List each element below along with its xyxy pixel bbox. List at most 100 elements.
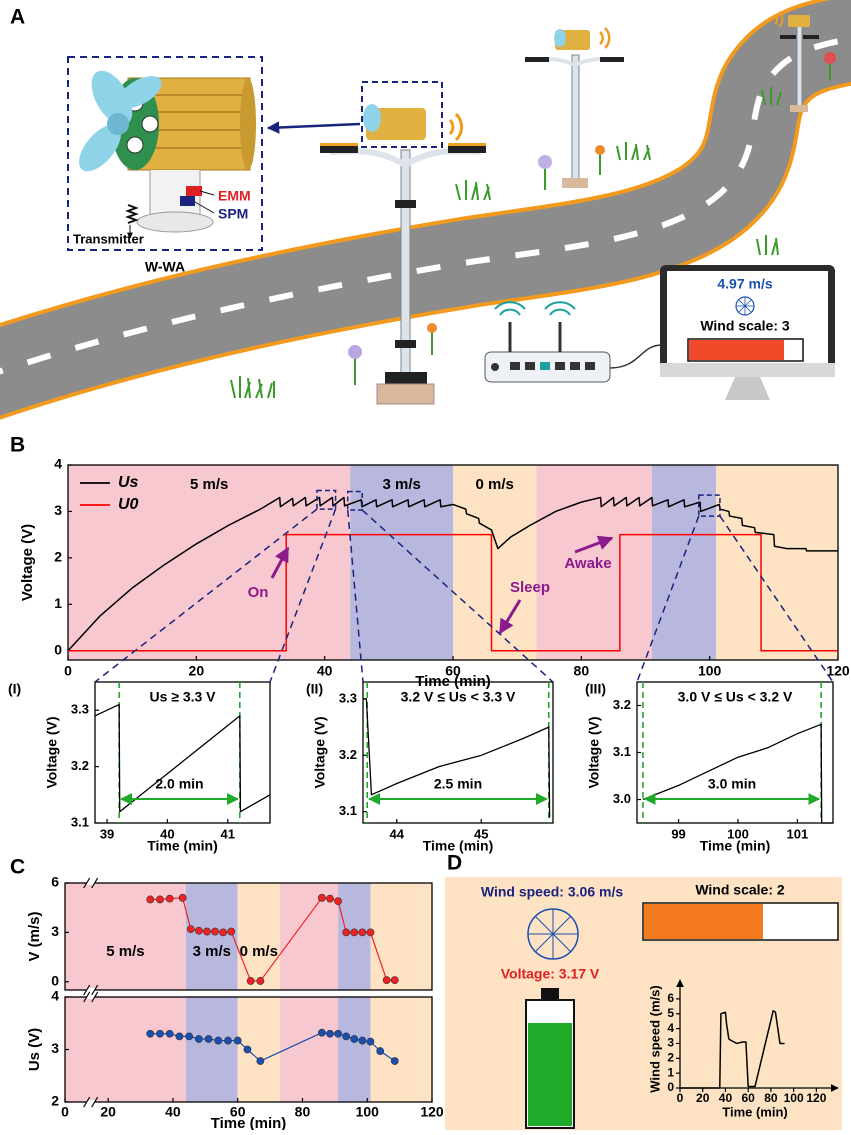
y-tick-label: 2 (54, 549, 62, 565)
monitor-speed: 4.97 m/s (717, 276, 772, 292)
y-axis-label: Wind speed (m/s) (647, 985, 662, 1093)
shaded-region (238, 883, 280, 990)
x-axis-label: Time (min) (700, 838, 771, 854)
y-axis-label: Us (V) (26, 1028, 43, 1071)
y-axis-label: V (m/s) (26, 911, 43, 961)
data-point (247, 977, 254, 984)
spm-label: SPM (218, 206, 248, 222)
inset-label: (I) (8, 681, 21, 697)
data-point (326, 1030, 333, 1037)
y-tick-label: 3 (667, 1036, 674, 1050)
x-tick-label: 41 (221, 826, 235, 841)
y-tick-label: 3 (51, 923, 59, 939)
data-point (176, 1033, 183, 1040)
x-tick-label: 40 (165, 1104, 181, 1120)
y-tick-label: 1 (667, 1065, 674, 1079)
inset-condition: Us ≥ 3.3 V (149, 689, 216, 705)
shaded-region (370, 883, 432, 990)
shaded-region (68, 465, 350, 660)
y-tick-label: 3.3 (71, 702, 89, 717)
annotation: Awake (564, 555, 611, 572)
data-point (147, 1030, 154, 1037)
x-tick-label: 99 (671, 826, 685, 841)
data-point (215, 1037, 222, 1044)
inset-condition: 3.2 V ≤ Us < 3.3 V (401, 689, 516, 705)
y-tick-label: 0 (54, 641, 62, 657)
data-line (643, 724, 833, 823)
data-point (318, 894, 325, 901)
region-label: 0 m/s (476, 476, 514, 493)
data-point (166, 1030, 173, 1037)
y-tick-label: 6 (51, 874, 59, 890)
data-line (95, 705, 270, 812)
x-tick-label: 101 (787, 826, 809, 841)
y-tick-label: 3.1 (339, 803, 357, 818)
panel-label: C (10, 856, 25, 879)
y-axis-label: Voltage (V) (586, 716, 602, 788)
y-tick-label: 2 (51, 1093, 59, 1109)
inset-label: (II) (306, 681, 323, 697)
data-point (205, 1035, 212, 1042)
data-point (147, 896, 154, 903)
x-tick-label: 20 (100, 1104, 116, 1120)
y-tick-label: 3.2 (339, 747, 357, 762)
region-label: 5 m/s (190, 476, 228, 493)
router (485, 302, 662, 382)
shaded-region (652, 465, 716, 660)
data-point (186, 1033, 193, 1040)
x-tick-label: 120 (806, 1091, 826, 1105)
data-point (156, 896, 163, 903)
scale-fill (644, 904, 763, 939)
data-point (244, 1046, 251, 1053)
y-tick-label: 3.2 (71, 758, 89, 773)
data-point (195, 927, 202, 934)
inset-label: (III) (585, 681, 606, 697)
shaded-region (453, 465, 536, 660)
data-point (257, 977, 264, 984)
battery-fill (528, 1023, 572, 1126)
duration-label: 3.0 min (708, 776, 756, 792)
legend-label: Us (118, 474, 139, 491)
data-point (367, 929, 374, 936)
data-point (224, 1037, 231, 1044)
y-tick-label: 2 (667, 1050, 674, 1064)
data-point (187, 925, 194, 932)
battery-cap (541, 988, 559, 1000)
shaded-region (716, 465, 838, 660)
panel-label: D (447, 852, 462, 875)
x-tick-label: 80 (574, 663, 590, 679)
data-point (351, 1035, 358, 1042)
data-point (156, 1030, 163, 1037)
data-point (359, 1037, 366, 1044)
data-point (391, 1057, 398, 1064)
x-tick-label: 44 (390, 826, 405, 841)
device-label: W-WA (145, 259, 185, 275)
y-tick-label: 0 (667, 1080, 674, 1094)
data-point (195, 1035, 202, 1042)
data-point (234, 1037, 241, 1044)
x-tick-label: 80 (764, 1091, 778, 1105)
shaded-region (280, 997, 338, 1102)
y-tick-label: 3.0 (613, 791, 631, 806)
shaded-region (338, 997, 370, 1102)
x-tick-label: 40 (317, 663, 333, 679)
x-tick-label: 0 (64, 663, 72, 679)
data-point (318, 1029, 325, 1036)
voltage-text: Voltage: 3.17 V (501, 966, 600, 982)
data-point (391, 977, 398, 984)
y-tick-label: 3.3 (339, 690, 357, 705)
data-point (179, 894, 186, 901)
panel-label: A (10, 6, 25, 29)
x-axis-label: Time (min) (722, 1104, 788, 1119)
y-tick-label: 5 (667, 1006, 674, 1020)
y-tick-label: 4 (667, 1021, 674, 1035)
data-point (334, 1030, 341, 1037)
x-tick-label: 80 (295, 1104, 311, 1120)
figure: A EMM SPM Transmitter W-WA 4.97 m/s Wind… (0, 0, 851, 1130)
data-point (351, 929, 358, 936)
x-tick-label: 20 (189, 663, 205, 679)
panel-label: B (10, 434, 25, 457)
y-tick-label: 3.1 (71, 814, 89, 829)
data-point (343, 929, 350, 936)
x-tick-label: 100 (784, 1091, 804, 1105)
